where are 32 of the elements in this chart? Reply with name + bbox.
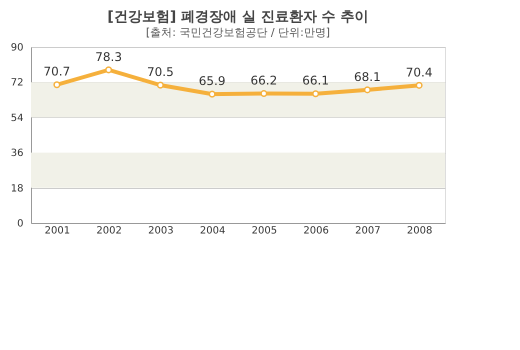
point: [208, 90, 216, 98]
point: [312, 90, 320, 98]
x-tick-label: 2006: [303, 226, 329, 236]
y-tick-label: 36: [10, 148, 24, 160]
x-tick-label: 2001: [44, 226, 70, 236]
data-label: 70.7: [44, 64, 70, 79]
chart-subtitle: [출처: 국민건강보험공단 / 단위:만명]: [146, 26, 330, 39]
data-label: 70.4: [406, 65, 432, 80]
data-label: 65.9: [198, 74, 226, 88]
y-tick-label: 0: [17, 218, 24, 230]
data-label: 66.1: [302, 74, 329, 88]
x-tick-label: 2005: [252, 226, 278, 236]
x-tick-label: 2007: [355, 226, 381, 236]
y-tick-label: 90: [10, 42, 24, 54]
x-tick-label: 2003: [148, 226, 174, 236]
point: [53, 81, 60, 88]
point: [364, 86, 371, 94]
point: [260, 90, 268, 98]
x-tick-label: 2004: [200, 226, 226, 236]
point: [156, 82, 164, 89]
point: [105, 66, 112, 74]
data-label: 68.1: [354, 70, 381, 84]
point: [416, 82, 423, 89]
x-tick-label: 2002: [96, 226, 122, 236]
data-label: 70.5: [147, 65, 174, 80]
data-label: 66.2: [250, 74, 278, 88]
chart-title: [건강보험] 폐경장애 실 진료환자 수 추이: [107, 9, 369, 25]
y-tick-label: 72: [10, 78, 24, 89]
y-tick-label: 18: [10, 183, 24, 194]
data-label: 78.3: [95, 50, 122, 64]
y-tick-label: 54: [10, 112, 24, 124]
x-tick-label: 2008: [406, 226, 432, 236]
